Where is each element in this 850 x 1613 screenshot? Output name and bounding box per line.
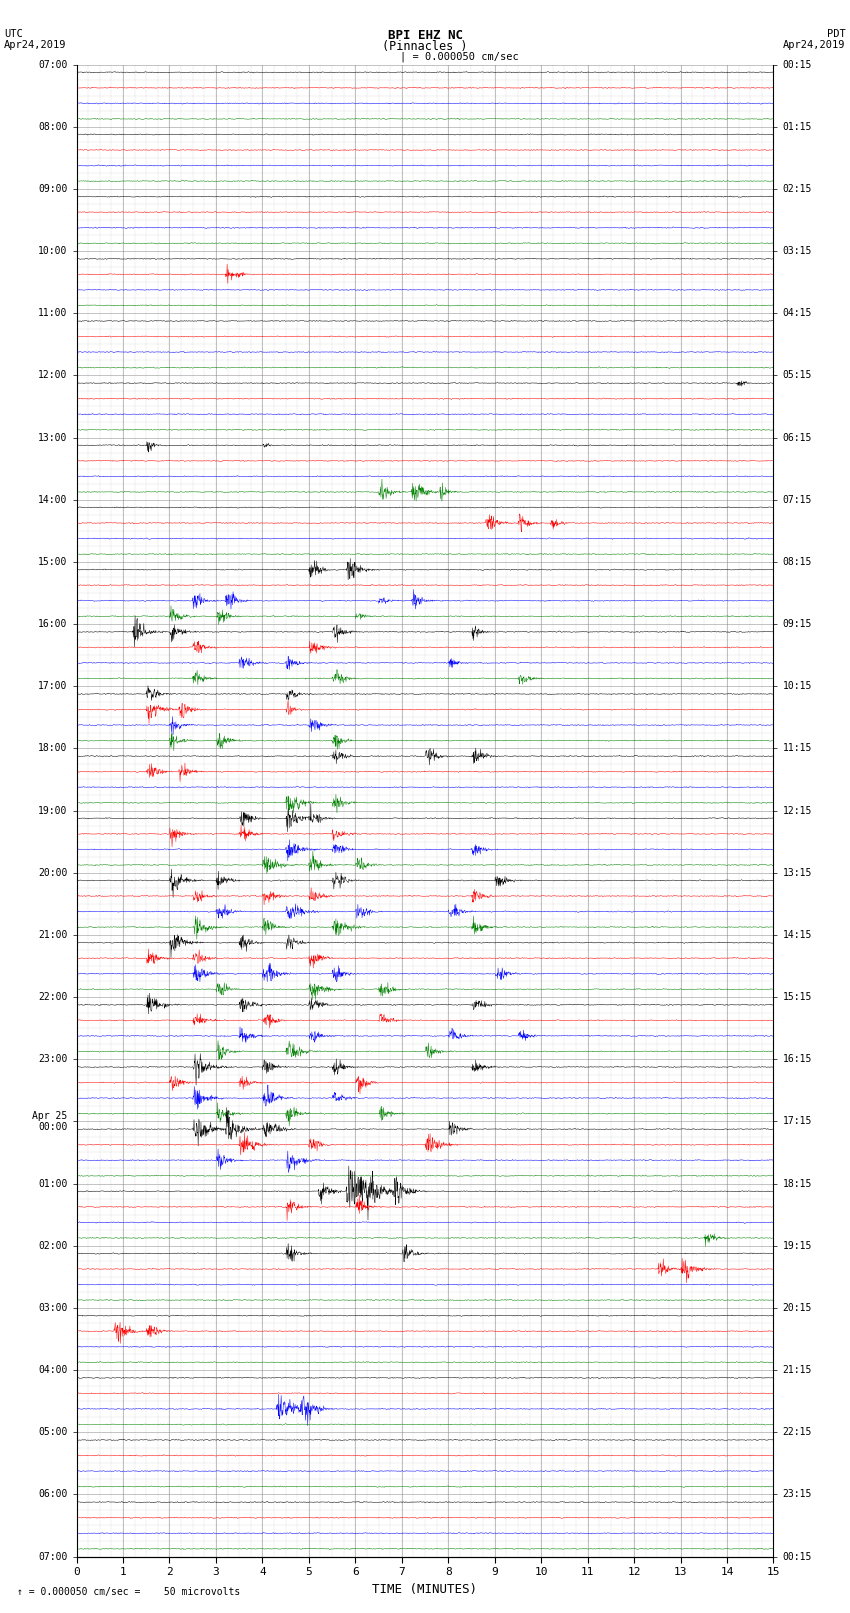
Text: Apr24,2019: Apr24,2019	[783, 40, 846, 50]
Text: PDT: PDT	[827, 29, 846, 39]
Text: Apr24,2019: Apr24,2019	[4, 40, 67, 50]
Text: BPI EHZ NC: BPI EHZ NC	[388, 29, 462, 42]
Text: UTC: UTC	[4, 29, 23, 39]
Text: | = 0.000050 cm/sec: | = 0.000050 cm/sec	[400, 52, 518, 63]
Text: (Pinnacles ): (Pinnacles )	[382, 40, 468, 53]
X-axis label: TIME (MINUTES): TIME (MINUTES)	[372, 1582, 478, 1595]
Text: ↑ = 0.000050 cm/sec =    50 microvolts: ↑ = 0.000050 cm/sec = 50 microvolts	[17, 1587, 241, 1597]
